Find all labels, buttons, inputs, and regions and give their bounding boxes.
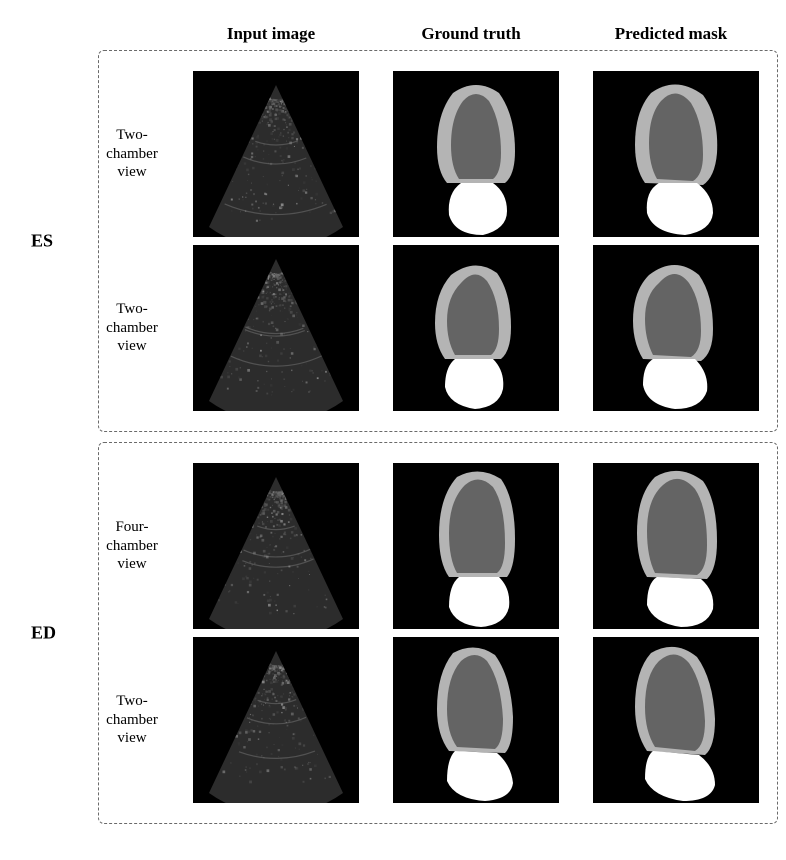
panel-input-ed-2 — [193, 637, 359, 803]
col-header-gt: Ground truth — [388, 24, 554, 44]
row-ed-2: Two-chamber view — [105, 637, 759, 803]
panel-gt-ed-2 — [393, 637, 559, 803]
group-label-ed: ED — [31, 623, 56, 644]
row-ed-1: Four-chamber view — [105, 463, 759, 629]
row-label-es-2: Two-chamber view — [105, 300, 159, 356]
panel-input-es-1 — [193, 71, 359, 237]
group-label-es: ES — [31, 231, 53, 252]
panel-pred-es-2 — [593, 245, 759, 411]
row-label-ed-1: Four-chamber view — [105, 518, 159, 574]
col-header-pred: Predicted mask — [588, 24, 754, 44]
row-es-2: Two-chamber view — [105, 245, 759, 411]
group-es: ES Two-chamber view Two-chamber view — [98, 50, 778, 432]
figure-root: Input image Ground truth Predicted mask … — [0, 0, 786, 860]
panel-pred-es-1 — [593, 71, 759, 237]
group-ed: ED Four-chamber view Two-chamber view — [98, 442, 778, 824]
panel-pred-ed-1 — [593, 463, 759, 629]
row-label-ed-2: Two-chamber view — [105, 692, 159, 748]
col-header-input: Input image — [188, 24, 354, 44]
panel-gt-ed-1 — [393, 463, 559, 629]
panel-gt-es-1 — [393, 71, 559, 237]
panel-gt-es-2 — [393, 245, 559, 411]
column-headers-row: Input image Ground truth Predicted mask — [188, 10, 766, 44]
row-label-es-1: Two-chamber view — [105, 126, 159, 182]
row-es-1: Two-chamber view — [105, 71, 759, 237]
panel-pred-ed-2 — [593, 637, 759, 803]
panel-input-ed-1 — [193, 463, 359, 629]
panel-input-es-2 — [193, 245, 359, 411]
